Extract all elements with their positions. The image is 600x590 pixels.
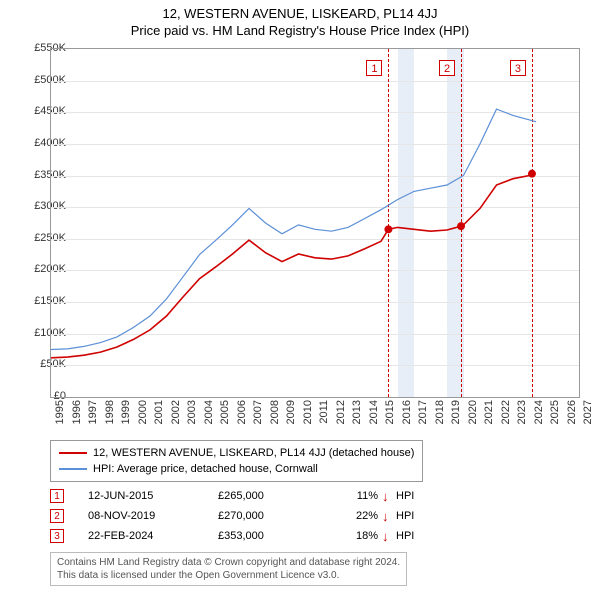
- x-tick-label: 2003: [186, 400, 198, 424]
- x-tick-label: 2012: [335, 400, 347, 424]
- x-tick-label: 2000: [137, 400, 149, 424]
- legend: 12, WESTERN AVENUE, LISKEARD, PL14 4JJ (…: [50, 440, 423, 482]
- x-tick-label: 2023: [516, 400, 528, 424]
- sales-date-3: 22-FEB-2024: [88, 530, 218, 542]
- x-tick-label: 2008: [269, 400, 281, 424]
- x-tick-label: 2009: [285, 400, 297, 424]
- legend-swatch-property: [59, 452, 87, 454]
- x-tick-label: 2010: [302, 400, 314, 424]
- x-tick-label: 2001: [153, 400, 165, 424]
- series-marker: [457, 222, 465, 230]
- x-tick-label: 1998: [104, 400, 116, 424]
- sales-date-1: 12-JUN-2015: [88, 490, 218, 502]
- x-tick-label: 2022: [500, 400, 512, 424]
- sales-pct-1: 11%: [328, 490, 382, 502]
- x-tick-label: 2011: [318, 400, 330, 424]
- x-tick-label: 2019: [450, 400, 462, 424]
- x-tick-label: 2007: [252, 400, 264, 424]
- event-badge: 3: [510, 60, 526, 76]
- x-tick-label: 2006: [236, 400, 248, 424]
- chart-container: 12, WESTERN AVENUE, LISKEARD, PL14 4JJ P…: [0, 0, 600, 590]
- legend-row-property: 12, WESTERN AVENUE, LISKEARD, PL14 4JJ (…: [59, 445, 414, 461]
- x-tick-label: 1995: [54, 400, 66, 424]
- x-tick-label: 1997: [87, 400, 99, 424]
- sales-price-2: £270,000: [218, 510, 328, 522]
- sales-badge-1: 1: [50, 489, 64, 503]
- legend-label-hpi: HPI: Average price, detached house, Corn…: [93, 463, 318, 475]
- event-badge: 1: [366, 60, 382, 76]
- series-marker: [528, 170, 536, 178]
- x-tick-label: 2026: [566, 400, 578, 424]
- down-arrow-icon: ↓: [382, 509, 396, 524]
- sales-hpi-3: HPI: [396, 530, 414, 542]
- sales-badge-2: 2: [50, 509, 64, 523]
- footer-line2: This data is licensed under the Open Gov…: [57, 569, 400, 582]
- x-tick-label: 1999: [120, 400, 132, 424]
- x-tick-label: 2027: [582, 400, 594, 424]
- x-tick-label: 2024: [533, 400, 545, 424]
- sales-table: 1 12-JUN-2015 £265,000 11% ↓ HPI 2 08-NO…: [50, 486, 414, 546]
- x-tick-label: 2018: [434, 400, 446, 424]
- sales-price-3: £353,000: [218, 530, 328, 542]
- sales-hpi-1: HPI: [396, 490, 414, 502]
- x-tick-label: 2017: [417, 400, 429, 424]
- series-marker: [384, 225, 392, 233]
- sales-pct-3: 18%: [328, 530, 382, 542]
- sales-hpi-2: HPI: [396, 510, 414, 522]
- title-subtitle: Price paid vs. HM Land Registry's House …: [0, 23, 600, 38]
- title-block: 12, WESTERN AVENUE, LISKEARD, PL14 4JJ P…: [0, 0, 600, 38]
- title-address: 12, WESTERN AVENUE, LISKEARD, PL14 4JJ: [0, 6, 600, 21]
- x-tick-label: 2025: [549, 400, 561, 424]
- x-tick-label: 2015: [384, 400, 396, 424]
- x-tick-label: 2014: [368, 400, 380, 424]
- series-line-property: [51, 174, 532, 358]
- footer-attribution: Contains HM Land Registry data © Crown c…: [50, 552, 407, 586]
- legend-swatch-hpi: [59, 468, 87, 470]
- sales-row-2: 2 08-NOV-2019 £270,000 22% ↓ HPI: [50, 506, 414, 526]
- x-tick-label: 2004: [203, 400, 215, 424]
- legend-label-property: 12, WESTERN AVENUE, LISKEARD, PL14 4JJ (…: [93, 447, 414, 459]
- down-arrow-icon: ↓: [382, 489, 396, 504]
- x-tick-label: 2005: [219, 400, 231, 424]
- x-tick-label: 2020: [467, 400, 479, 424]
- sales-date-2: 08-NOV-2019: [88, 510, 218, 522]
- sales-pct-2: 22%: [328, 510, 382, 522]
- chart-plot-area: 1 2 3: [50, 48, 580, 398]
- down-arrow-icon: ↓: [382, 529, 396, 544]
- x-tick-label: 2021: [483, 400, 495, 424]
- line-series: [51, 49, 579, 397]
- sales-row-1: 1 12-JUN-2015 £265,000 11% ↓ HPI: [50, 486, 414, 506]
- x-tick-label: 1996: [71, 400, 83, 424]
- x-tick-label: 2016: [401, 400, 413, 424]
- event-badge: 2: [439, 60, 455, 76]
- footer-line1: Contains HM Land Registry data © Crown c…: [57, 556, 400, 569]
- legend-row-hpi: HPI: Average price, detached house, Corn…: [59, 461, 414, 477]
- sales-badge-3: 3: [50, 529, 64, 543]
- sales-row-3: 3 22-FEB-2024 £353,000 18% ↓ HPI: [50, 526, 414, 546]
- x-tick-label: 2013: [351, 400, 363, 424]
- x-tick-label: 2002: [170, 400, 182, 424]
- sales-price-1: £265,000: [218, 490, 328, 502]
